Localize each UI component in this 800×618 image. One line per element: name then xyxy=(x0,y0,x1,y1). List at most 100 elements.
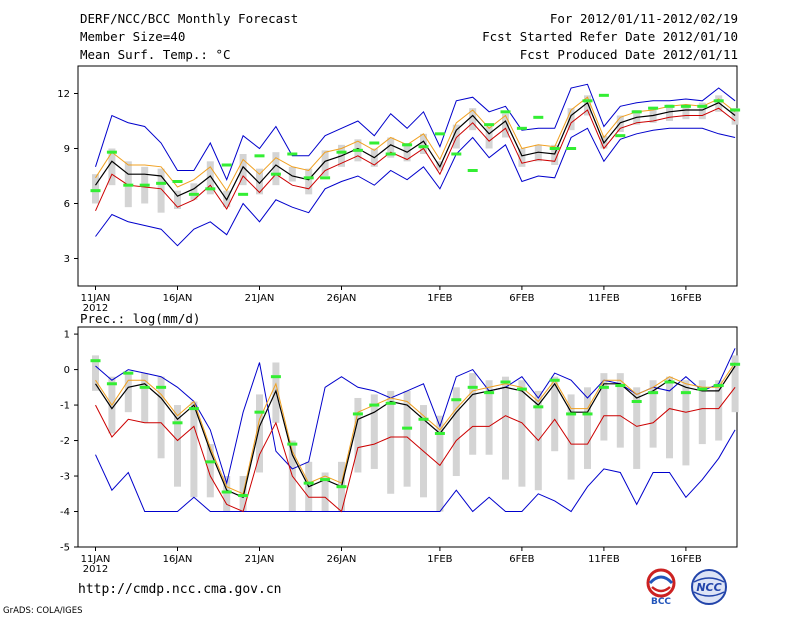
obs-marker xyxy=(336,150,347,154)
y-tick-label: 9 xyxy=(64,144,70,155)
year-label: 2012 xyxy=(83,564,108,575)
spread-box xyxy=(288,166,296,182)
obs-marker xyxy=(320,176,331,180)
chart-title: DERF/NCC/BCC Monthly Forecast xyxy=(80,11,299,26)
spread-box xyxy=(567,108,575,131)
source-url[interactable]: http://cmdp.ncc.cma.gov.cn xyxy=(78,582,282,597)
obs-marker xyxy=(566,412,577,416)
obs-marker xyxy=(303,481,314,485)
obs-marker xyxy=(582,412,593,416)
spread-box xyxy=(584,95,591,116)
obs-marker xyxy=(516,387,527,391)
min-line xyxy=(95,429,736,513)
obs-marker xyxy=(205,460,216,464)
spread-box xyxy=(321,472,329,512)
spread-box xyxy=(715,95,723,112)
spread-box xyxy=(354,397,362,473)
obs-marker xyxy=(615,384,626,388)
obs-marker xyxy=(631,400,642,404)
obs-marker xyxy=(533,405,544,409)
obs-marker xyxy=(533,115,544,119)
obs-marker xyxy=(172,180,183,183)
spread-box xyxy=(682,380,690,466)
obs-marker xyxy=(648,106,659,110)
obs-marker xyxy=(582,99,593,103)
spread-box xyxy=(452,387,460,477)
x-tick-label: 16JAN xyxy=(163,554,193,565)
spread-box xyxy=(92,355,99,391)
x-tick-label: 11JAN xyxy=(81,293,111,304)
spread-box xyxy=(370,394,378,469)
obs-marker xyxy=(254,410,265,414)
x-tick-label: 16JAN xyxy=(163,293,193,304)
obs-marker xyxy=(484,391,495,395)
spread-box xyxy=(616,373,624,448)
obs-marker xyxy=(287,442,298,446)
obs-marker xyxy=(238,192,249,196)
forecast-period: For 2012/01/11-2012/02/19 xyxy=(549,11,738,26)
ncc-logo-text: NCC xyxy=(696,581,721,594)
obs-marker xyxy=(188,192,199,196)
y-tick-label: -4 xyxy=(60,507,70,518)
obs-marker xyxy=(648,391,659,395)
ncc-logo: NCC xyxy=(686,568,732,606)
spread-box xyxy=(206,444,214,498)
y-tick-label: -1 xyxy=(60,401,70,412)
obs-marker xyxy=(451,398,462,402)
spread-box xyxy=(174,190,181,209)
spread-box xyxy=(518,148,526,167)
member-size: Member Size=40 xyxy=(80,29,186,44)
precip-label: Prec.: log(mm/d) xyxy=(80,311,201,326)
spread-box xyxy=(502,113,509,138)
obs-marker xyxy=(352,412,363,416)
x-tick-label: 11FEB xyxy=(588,293,620,304)
max-line xyxy=(95,83,736,182)
spread-box xyxy=(534,144,542,162)
spread-box xyxy=(715,380,723,441)
obs-marker xyxy=(90,359,101,363)
obs-marker xyxy=(615,134,626,138)
obs-marker xyxy=(598,385,609,389)
obs-marker xyxy=(221,490,232,494)
y-tick-label: -3 xyxy=(60,472,70,483)
obs-marker xyxy=(697,387,708,391)
obs-marker xyxy=(516,126,527,130)
obs-marker xyxy=(631,110,642,114)
obs-marker xyxy=(680,391,691,395)
obs-marker xyxy=(123,183,134,187)
spread-box xyxy=(551,144,559,165)
obs-marker xyxy=(369,141,380,145)
y-tick-label: -5 xyxy=(60,543,70,554)
bcc-logo-text: BCC xyxy=(651,597,671,606)
spread-box xyxy=(256,168,263,195)
forecast-started: Fcst Started Refer Date 2012/01/10 xyxy=(482,29,738,44)
obs-marker xyxy=(238,494,249,498)
spread-box xyxy=(108,148,116,186)
x-tick-label: 1FEB xyxy=(427,293,452,304)
obs-marker xyxy=(402,143,413,147)
obs-marker xyxy=(221,163,232,167)
obs-marker xyxy=(434,431,445,435)
x-tick-label: 16FEB xyxy=(670,554,702,565)
x-tick-label: 6FEB xyxy=(509,554,534,565)
obs-marker xyxy=(713,384,724,388)
spread-box xyxy=(649,380,657,448)
spread-box xyxy=(387,390,395,494)
spread-box xyxy=(239,154,247,186)
obs-marker xyxy=(730,362,741,366)
spread-box xyxy=(502,376,509,480)
mean-line xyxy=(94,365,736,499)
obs-marker xyxy=(172,421,183,425)
spread-box xyxy=(584,387,591,469)
obs-marker xyxy=(106,382,117,386)
obs-marker xyxy=(697,104,708,108)
panel-temperature: 3 6 9 12 11JAN 16JAN 21JAN 26JAN 1FEB 6FEB 11FEB 16… xyxy=(57,65,741,314)
spread-box xyxy=(190,401,198,498)
obs-marker xyxy=(467,169,478,172)
grads-credit: GrADS: COLA/IGES xyxy=(3,606,83,616)
spread-box xyxy=(567,394,575,480)
spread-box xyxy=(600,373,608,441)
spread-box xyxy=(682,104,690,120)
spread-box xyxy=(485,380,493,455)
obs-marker xyxy=(549,378,560,382)
